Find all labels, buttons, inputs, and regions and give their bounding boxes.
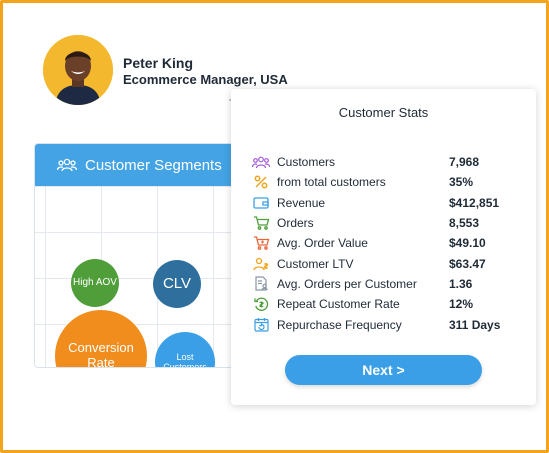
- segments-grid: High AOV CLV Conversion Rate Lost Custom…: [35, 186, 248, 367]
- users-icon: [251, 154, 271, 170]
- stat-label: Revenue: [277, 195, 326, 210]
- stat-value: 35%: [449, 175, 474, 190]
- stats-list: Customers 7,968 from total customers 35%…: [251, 152, 521, 335]
- profile-role: Ecommerce Manager, USA: [123, 72, 288, 87]
- stat-row-repeat-customer-rate: Repeat Customer Rate 12%: [251, 294, 521, 314]
- stat-row-orders: Orders 8,553: [251, 213, 521, 233]
- segments-title: Customer Segments: [85, 156, 222, 174]
- customer-stats-card: Customer Stats Customers 7,968 from tota…: [231, 89, 536, 405]
- cart-value-icon: [251, 235, 271, 251]
- percent-icon: [251, 174, 271, 190]
- stat-row-from-total: from total customers 35%: [251, 172, 521, 192]
- repeat-dollar-icon: [251, 296, 271, 312]
- stats-title: Customer Stats: [338, 105, 429, 120]
- stat-label: Repeat Customer Rate: [277, 297, 400, 312]
- stat-label: Avg. Orders per Customer: [277, 276, 417, 291]
- profile-name: Peter King: [123, 55, 194, 71]
- segments-header: Customer Segments: [35, 144, 248, 186]
- stat-value: 8,553: [449, 216, 480, 231]
- stat-row-customer-ltv: Customer LTV $63.47: [251, 253, 521, 273]
- stat-row-avg-order-value: Avg. Order Value $49.10: [251, 233, 521, 253]
- stat-value: $412,851: [449, 195, 500, 210]
- bubble-high-aov[interactable]: High AOV: [71, 259, 119, 307]
- avatar: [43, 35, 113, 105]
- calendar-repeat-icon: [251, 317, 271, 333]
- stat-row-avg-orders-per-customer: Avg. Orders per Customer 1.36: [251, 274, 521, 294]
- cart-icon: [251, 215, 271, 231]
- bubble-conversion-rate[interactable]: Conversion Rate: [55, 310, 147, 367]
- stat-row-repurchase-frequency: Repurchase Frequency 311 Days: [251, 314, 521, 334]
- stat-row-revenue: Revenue $412,851: [251, 193, 521, 213]
- stat-label: Customer LTV: [277, 256, 354, 271]
- stat-label: Orders: [277, 216, 314, 231]
- stat-value: 1.36: [449, 276, 473, 291]
- stat-value: 311 Days: [449, 317, 501, 332]
- document-user-icon: [251, 276, 271, 292]
- stat-value: 12%: [449, 297, 474, 312]
- users-group-icon: [57, 158, 77, 172]
- bubble-clv[interactable]: CLV: [153, 260, 201, 308]
- stat-value: $63.47: [449, 256, 486, 271]
- stat-value: 7,968: [449, 155, 480, 170]
- customer-segments-card: Customer Segments High AOV CLV Conversio…: [34, 143, 249, 368]
- money-user-icon: [251, 256, 271, 272]
- stat-label: Repurchase Frequency: [277, 317, 402, 332]
- stat-value: $49.10: [449, 236, 486, 251]
- stat-row-customers: Customers 7,968: [251, 152, 521, 172]
- wallet-icon: [251, 195, 271, 211]
- bubble-lost-customers[interactable]: Lost Customers: [155, 332, 215, 367]
- stat-label: from total customers: [277, 175, 386, 190]
- stat-label: Avg. Order Value: [277, 236, 368, 251]
- next-button[interactable]: Next >: [285, 355, 482, 385]
- stat-label: Customers: [277, 155, 336, 170]
